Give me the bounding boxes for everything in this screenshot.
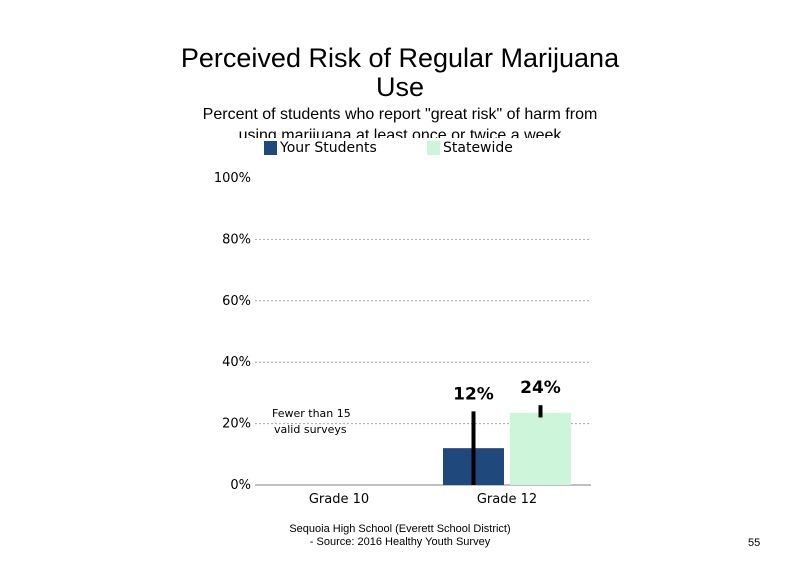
data-label: 24% (520, 378, 561, 398)
y-tick-label: 20% (222, 417, 251, 432)
note-line-1: Fewer than 15 (272, 407, 351, 420)
chart-title-line-2: Use (375, 72, 424, 102)
footer-line-2: - Source: 2016 Healthy Youth Survey (309, 536, 491, 548)
y-tick-label: 60% (222, 294, 251, 309)
page-number: 55 (748, 537, 761, 549)
x-tick-label: Grade 12 (477, 492, 537, 507)
chart-subtitle: Percent of students who report "great ri… (202, 106, 598, 138)
footer-source: Sequoia High School (Everett School Dist… (250, 523, 550, 549)
footer-line-1: Sequoia High School (Everett School Dist… (289, 523, 511, 535)
legend-item-your-students: Your Students (264, 140, 377, 156)
note-line-2: valid surveys (274, 423, 347, 436)
x-tick-label: Grade 10 (309, 492, 369, 507)
legend-label-statewide: Statewide (443, 140, 513, 156)
y-tick-label: 80% (222, 232, 251, 247)
legend-item-statewide: Statewide (427, 140, 513, 156)
bar-statewide (510, 412, 571, 485)
chart-title: Perceived Risk of Regular Marijuana Use (150, 44, 650, 102)
y-tick-label: 40% (222, 355, 251, 370)
chart-title-line-1: Perceived Risk of Regular Marijuana (180, 43, 620, 73)
legend-label-your-students: Your Students (280, 140, 377, 156)
y-tick-label: 100% (214, 171, 251, 186)
legend-swatch-your-students (264, 141, 277, 155)
data-label: 12% (453, 384, 494, 404)
legend-swatch-statewide (427, 141, 440, 155)
y-tick-label: 0% (230, 478, 251, 493)
